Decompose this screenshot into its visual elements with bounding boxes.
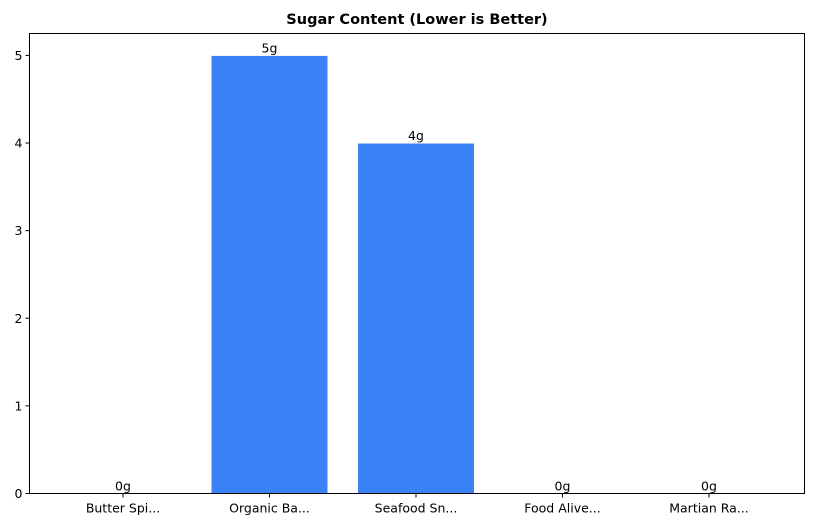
bar <box>210 54 329 495</box>
x-tick-label: Food Alive... <box>524 501 600 516</box>
y-tick-label: 2 <box>15 311 23 326</box>
y-tick-label: 0 <box>15 486 23 501</box>
data-label: 0g <box>555 479 571 494</box>
y-tick-label: 5 <box>15 48 23 63</box>
data-label: 5g <box>262 40 278 55</box>
x-tick-label: Organic Ba... <box>229 501 310 516</box>
data-label: 4g <box>408 128 424 143</box>
x-tick-label: Martian Ra... <box>669 501 749 516</box>
data-label: 0g <box>701 479 717 494</box>
chart-title: Sugar Content (Lower is Better) <box>286 12 547 28</box>
bar <box>357 142 475 494</box>
y-tick-label: 4 <box>15 136 23 151</box>
y-tick-label: 1 <box>15 398 23 413</box>
plot-frame <box>29 33 805 494</box>
x-tick-label: Butter Spi... <box>86 501 160 516</box>
y-tick-label: 3 <box>15 223 23 238</box>
x-tick-label: Seafood Sn... <box>375 501 458 516</box>
data-label: 0g <box>115 479 131 494</box>
